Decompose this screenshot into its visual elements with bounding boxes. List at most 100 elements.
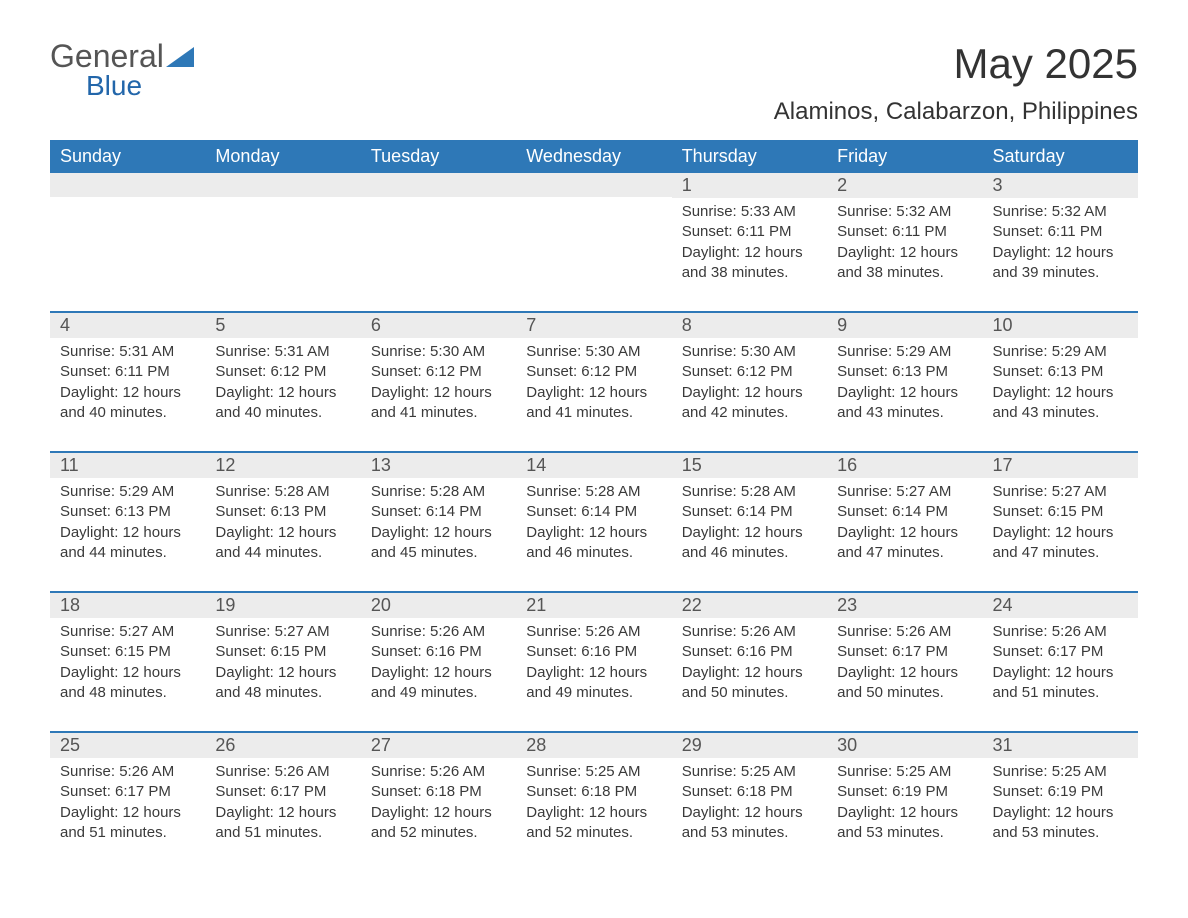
day-body [361, 197, 516, 307]
day-number-bar: 15 [672, 453, 827, 478]
calendar-day-cell: 23Sunrise: 5:26 AMSunset: 6:17 PMDayligh… [827, 592, 982, 732]
sunset-text: Sunset: 6:17 PM [215, 782, 350, 802]
sunset-text: Sunset: 6:13 PM [837, 362, 972, 382]
day-number-bar: 1 [672, 173, 827, 198]
sunset-text: Sunset: 6:14 PM [837, 502, 972, 522]
logo-word-blue: Blue [86, 72, 194, 100]
calendar-day-cell: 30Sunrise: 5:25 AMSunset: 6:19 PMDayligh… [827, 732, 982, 871]
daylight-text: Daylight: 12 hours and 53 minutes. [993, 803, 1128, 844]
daylight-text: Daylight: 12 hours and 47 minutes. [837, 523, 972, 564]
header: General Blue May 2025 Alaminos, Calabarz… [50, 40, 1138, 140]
sunset-text: Sunset: 6:18 PM [682, 782, 817, 802]
sunrise-text: Sunrise: 5:25 AM [837, 762, 972, 782]
sunrise-text: Sunrise: 5:30 AM [682, 342, 817, 362]
day-body: Sunrise: 5:27 AMSunset: 6:15 PMDaylight:… [205, 618, 360, 731]
day-number-bar: 10 [983, 313, 1138, 338]
daylight-text: Daylight: 12 hours and 51 minutes. [993, 663, 1128, 704]
day-body: Sunrise: 5:27 AMSunset: 6:15 PMDaylight:… [983, 478, 1138, 591]
day-number-bar: 28 [516, 733, 671, 758]
day-body: Sunrise: 5:25 AMSunset: 6:18 PMDaylight:… [672, 758, 827, 871]
month-title: May 2025 [774, 40, 1138, 88]
sunrise-text: Sunrise: 5:29 AM [993, 342, 1128, 362]
sunset-text: Sunset: 6:19 PM [837, 782, 972, 802]
sunset-text: Sunset: 6:14 PM [371, 502, 506, 522]
day-number-bar: 21 [516, 593, 671, 618]
logo-text: General Blue [50, 40, 194, 100]
weekday-header: Monday [205, 140, 360, 173]
sunset-text: Sunset: 6:16 PM [682, 642, 817, 662]
sunrise-text: Sunrise: 5:26 AM [371, 762, 506, 782]
day-body: Sunrise: 5:25 AMSunset: 6:18 PMDaylight:… [516, 758, 671, 871]
calendar-day-cell: 8Sunrise: 5:30 AMSunset: 6:12 PMDaylight… [672, 312, 827, 452]
sunset-text: Sunset: 6:17 PM [60, 782, 195, 802]
calendar-day-cell: 15Sunrise: 5:28 AMSunset: 6:14 PMDayligh… [672, 452, 827, 592]
daylight-text: Daylight: 12 hours and 45 minutes. [371, 523, 506, 564]
day-number-bar: 20 [361, 593, 516, 618]
daylight-text: Daylight: 12 hours and 41 minutes. [371, 383, 506, 424]
day-number-bar: 5 [205, 313, 360, 338]
calendar-day-cell: 5Sunrise: 5:31 AMSunset: 6:12 PMDaylight… [205, 312, 360, 452]
weekday-header: Friday [827, 140, 982, 173]
calendar-week-row: 4 Sunrise: 5:31 AMSunset: 6:11 PM Daylight… [50, 312, 1138, 452]
calendar-day-cell: 4Sunrise: 5:31 AMSunset: 6:11 PMDaylight… [50, 312, 205, 452]
sunset-text: Sunset: 6:13 PM [215, 502, 350, 522]
sunrise-text: Sunrise: 5:25 AM [993, 762, 1128, 782]
day-body: Sunrise: 5:28 AMSunset: 6:13 PMDaylight:… [205, 478, 360, 591]
calendar-day-cell: 28Sunrise: 5:25 AMSunset: 6:18 PMDayligh… [516, 732, 671, 871]
daylight-text: Daylight: 12 hours and 52 minutes. [371, 803, 506, 844]
calendar-table: SundayMondayTuesdayWednesdayThursdayFrid… [50, 140, 1138, 871]
day-body: Sunrise: 5:30 AMSunset: 6:12 PMDaylight:… [361, 338, 516, 451]
calendar-day-cell: 24Sunrise: 5:26 AMSunset: 6:17 PMDayligh… [983, 592, 1138, 732]
sunrise-text: Sunrise: 5:26 AM [215, 762, 350, 782]
day-number-bar: 9 [827, 313, 982, 338]
sunset-text: Sunset: 6:11 PM [993, 222, 1128, 242]
day-body [516, 197, 671, 307]
day-number-bar [205, 173, 360, 197]
sunrise-text: Sunrise: 5:28 AM [682, 482, 817, 502]
sunrise-text: Sunrise: 5:26 AM [526, 622, 661, 642]
sunrise-text: Sunrise: 5:29 AM [837, 342, 972, 362]
sunset-text: Sunset: 6:15 PM [60, 642, 195, 662]
day-body: Sunrise: 5:32 AMSunset: 6:11 PMDaylight:… [827, 198, 982, 311]
weekday-header: Thursday [672, 140, 827, 173]
day-number-bar: 8 [672, 313, 827, 338]
calendar-day-cell: 3Sunrise: 5:32 AMSunset: 6:11 PMDaylight… [983, 173, 1138, 312]
sunset-text: Sunset: 6:12 PM [682, 362, 817, 382]
daylight-text: Daylight: 12 hours and 53 minutes. [682, 803, 817, 844]
logo-word-general: General [50, 38, 164, 74]
sunset-text: Sunset: 6:15 PM [215, 642, 350, 662]
day-body: Sunrise: 5:31 AMSunset: 6:12 PMDaylight:… [205, 338, 360, 451]
calendar-day-cell: 22Sunrise: 5:26 AMSunset: 6:16 PMDayligh… [672, 592, 827, 732]
day-body: Sunrise: 5:32 AMSunset: 6:11 PMDaylight:… [983, 198, 1138, 311]
sunrise-text: Sunrise: 5:26 AM [682, 622, 817, 642]
day-number-bar [50, 173, 205, 197]
calendar-day-cell: 17Sunrise: 5:27 AMSunset: 6:15 PMDayligh… [983, 452, 1138, 592]
sunset-text: Sunset: 6:19 PM [993, 782, 1128, 802]
sunrise-text: Sunrise: 5:28 AM [371, 482, 506, 502]
day-body: Sunrise: 5:26 AMSunset: 6:18 PMDaylight:… [361, 758, 516, 871]
daylight-text: Daylight: 12 hours and 41 minutes. [526, 383, 661, 424]
day-body: Sunrise: 5:28 AMSunset: 6:14 PMDaylight:… [516, 478, 671, 591]
sunset-text: Sunset: 6:13 PM [993, 362, 1128, 382]
calendar-day-cell: 27Sunrise: 5:26 AMSunset: 6:18 PMDayligh… [361, 732, 516, 871]
sunrise-text: Sunrise: 5:31 AM [60, 342, 195, 362]
sunrise-text: Sunrise: 5:33 AM [682, 202, 817, 222]
sunrise-text: Sunrise: 5:27 AM [993, 482, 1128, 502]
day-number-bar: 6 [361, 313, 516, 338]
day-body: Sunrise: 5:26 AMSunset: 6:17 PMDaylight:… [50, 758, 205, 871]
sunset-text: Sunset: 6:14 PM [682, 502, 817, 522]
calendar-day-cell: 13Sunrise: 5:28 AMSunset: 6:14 PMDayligh… [361, 452, 516, 592]
day-body: Sunrise: 5:28 AMSunset: 6:14 PMDaylight:… [361, 478, 516, 591]
sunrise-text: Sunrise: 5:27 AM [837, 482, 972, 502]
daylight-text: Daylight: 12 hours and 50 minutes. [682, 663, 817, 704]
weekday-header: Tuesday [361, 140, 516, 173]
title-block: May 2025 Alaminos, Calabarzon, Philippin… [774, 40, 1138, 140]
sunset-text: Sunset: 6:14 PM [526, 502, 661, 522]
day-number-bar: 4 [50, 313, 205, 338]
day-number-bar: 24 [983, 593, 1138, 618]
sunset-text: Sunset: 6:11 PM [60, 362, 195, 382]
sunset-text: Sunset: 6:17 PM [837, 642, 972, 662]
calendar-day-cell: 11Sunrise: 5:29 AMSunset: 6:13 PMDayligh… [50, 452, 205, 592]
logo-triangle-icon [166, 40, 194, 72]
calendar-day-cell: 21Sunrise: 5:26 AMSunset: 6:16 PMDayligh… [516, 592, 671, 732]
